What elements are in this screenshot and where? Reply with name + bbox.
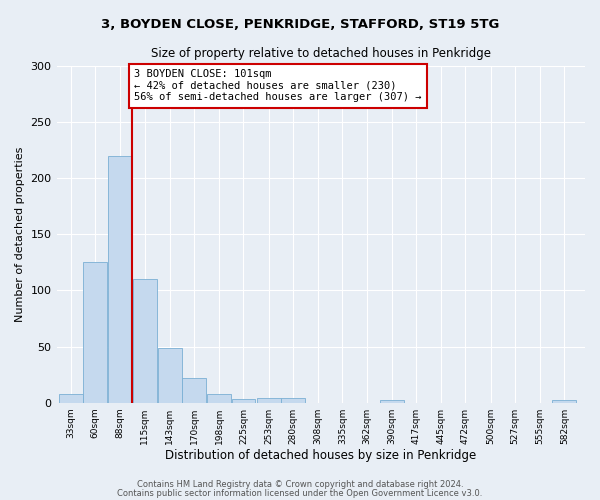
Bar xyxy=(281,398,305,402)
Bar xyxy=(182,378,206,402)
Bar xyxy=(232,400,256,402)
X-axis label: Distribution of detached houses by size in Penkridge: Distribution of detached houses by size … xyxy=(165,450,476,462)
Bar xyxy=(59,394,83,402)
Text: Contains public sector information licensed under the Open Government Licence v3: Contains public sector information licen… xyxy=(118,488,482,498)
Text: 3 BOYDEN CLOSE: 101sqm
← 42% of detached houses are smaller (230)
56% of semi-de: 3 BOYDEN CLOSE: 101sqm ← 42% of detached… xyxy=(134,69,421,102)
Title: Size of property relative to detached houses in Penkridge: Size of property relative to detached ho… xyxy=(151,48,491,60)
Bar xyxy=(158,348,182,403)
Bar xyxy=(109,156,132,402)
Bar xyxy=(257,398,281,402)
Bar xyxy=(380,400,404,402)
Bar xyxy=(133,279,157,402)
Y-axis label: Number of detached properties: Number of detached properties xyxy=(15,146,25,322)
Bar xyxy=(208,394,231,402)
Text: 3, BOYDEN CLOSE, PENKRIDGE, STAFFORD, ST19 5TG: 3, BOYDEN CLOSE, PENKRIDGE, STAFFORD, ST… xyxy=(101,18,499,30)
Bar xyxy=(553,400,576,402)
Bar xyxy=(83,262,107,402)
Text: Contains HM Land Registry data © Crown copyright and database right 2024.: Contains HM Land Registry data © Crown c… xyxy=(137,480,463,489)
